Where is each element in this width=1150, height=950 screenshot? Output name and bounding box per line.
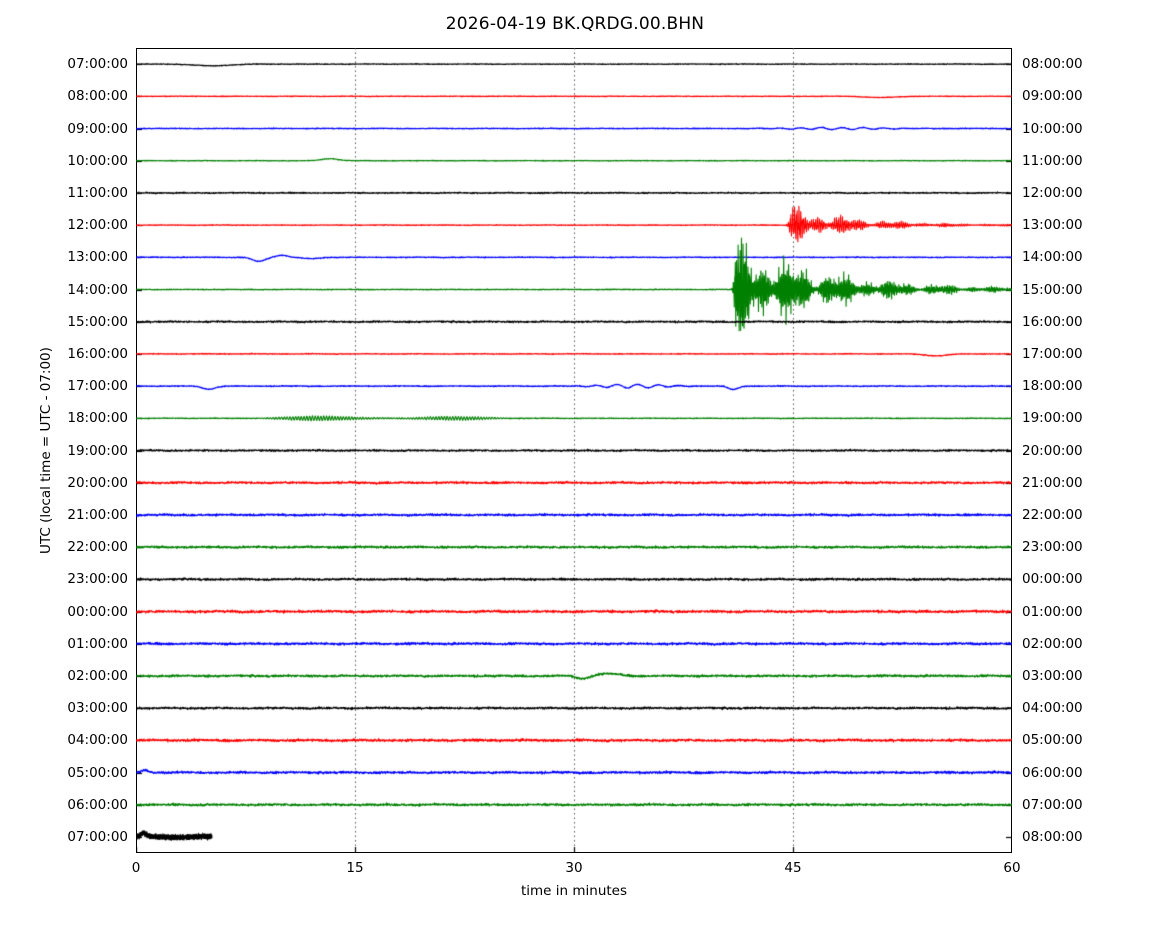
y-tick-left-10: 17:00:00 [67, 378, 128, 395]
y-tick-left-22: 05:00:00 [67, 764, 128, 781]
y-tick-right-3: 11:00:00 [1022, 152, 1083, 169]
y-tick-right-24: 08:00:00 [1022, 828, 1083, 845]
y-tick-right-10: 18:00:00 [1022, 378, 1083, 395]
y-tick-left-0: 07:00:00 [67, 56, 128, 73]
y-tick-right-17: 01:00:00 [1022, 603, 1083, 620]
y-tick-right-2: 10:00:00 [1022, 120, 1083, 137]
y-tick-right-20: 04:00:00 [1022, 700, 1083, 717]
y-tick-right-15: 23:00:00 [1022, 539, 1083, 556]
y-tick-left-12: 19:00:00 [67, 442, 128, 459]
page-title: 2026-04-19 BK.QRDG.00.BHN [445, 14, 705, 34]
y-tick-right-11: 19:00:00 [1022, 410, 1083, 427]
y-tick-right-12: 20:00:00 [1022, 442, 1083, 459]
y-tick-left-14: 21:00:00 [67, 506, 128, 523]
y-tick-left-2: 09:00:00 [67, 120, 128, 137]
y-tick-right-1: 09:00:00 [1022, 88, 1083, 105]
x-tick-0: 0 [131, 860, 141, 876]
x-tick-45: 45 [784, 860, 802, 876]
x-tick-30: 30 [565, 860, 583, 876]
y-tick-left-19: 02:00:00 [67, 667, 128, 684]
seismogram-traces-canvas [136, 48, 1012, 853]
y-tick-right-19: 03:00:00 [1022, 667, 1083, 684]
y-tick-left-9: 16:00:00 [67, 345, 128, 362]
y-tick-left-7: 14:00:00 [67, 281, 128, 298]
y-tick-left-6: 13:00:00 [67, 249, 128, 266]
y-tick-right-4: 12:00:00 [1022, 184, 1083, 201]
y-tick-left-15: 22:00:00 [67, 539, 128, 556]
y-tick-right-22: 06:00:00 [1022, 764, 1083, 781]
y-tick-left-21: 04:00:00 [67, 732, 128, 749]
y-tick-left-17: 00:00:00 [67, 603, 128, 620]
y-tick-left-4: 11:00:00 [67, 184, 128, 201]
y-tick-left-1: 08:00:00 [67, 88, 128, 105]
y-tick-right-14: 22:00:00 [1022, 506, 1083, 523]
y-tick-left-8: 15:00:00 [67, 313, 128, 330]
y-tick-right-16: 00:00:00 [1022, 571, 1083, 588]
y-tick-right-18: 02:00:00 [1022, 635, 1083, 652]
y-tick-right-6: 14:00:00 [1022, 249, 1083, 266]
y-tick-right-0: 08:00:00 [1022, 56, 1083, 73]
y-tick-left-5: 12:00:00 [67, 217, 128, 234]
y-tick-left-20: 03:00:00 [67, 700, 128, 717]
x-tick-15: 15 [346, 860, 364, 876]
y-tick-right-21: 05:00:00 [1022, 732, 1083, 749]
y-tick-right-9: 17:00:00 [1022, 345, 1083, 362]
y-tick-right-13: 21:00:00 [1022, 474, 1083, 491]
y-tick-left-3: 10:00:00 [67, 152, 128, 169]
y-tick-left-18: 01:00:00 [67, 635, 128, 652]
y-tick-left-16: 23:00:00 [67, 571, 128, 588]
y-tick-left-24: 07:00:00 [67, 828, 128, 845]
y-tick-right-23: 07:00:00 [1022, 796, 1083, 813]
y-axis-title: UTC (local time = UTC - 07:00) [38, 347, 54, 554]
y-tick-left-13: 20:00:00 [67, 474, 128, 491]
y-tick-left-11: 18:00:00 [67, 410, 128, 427]
y-tick-right-7: 15:00:00 [1022, 281, 1083, 298]
y-tick-right-5: 13:00:00 [1022, 217, 1083, 234]
y-tick-right-8: 16:00:00 [1022, 313, 1083, 330]
y-tick-left-23: 06:00:00 [67, 796, 128, 813]
x-axis-title: time in minutes [520, 883, 628, 899]
x-tick-60: 60 [1003, 860, 1021, 876]
